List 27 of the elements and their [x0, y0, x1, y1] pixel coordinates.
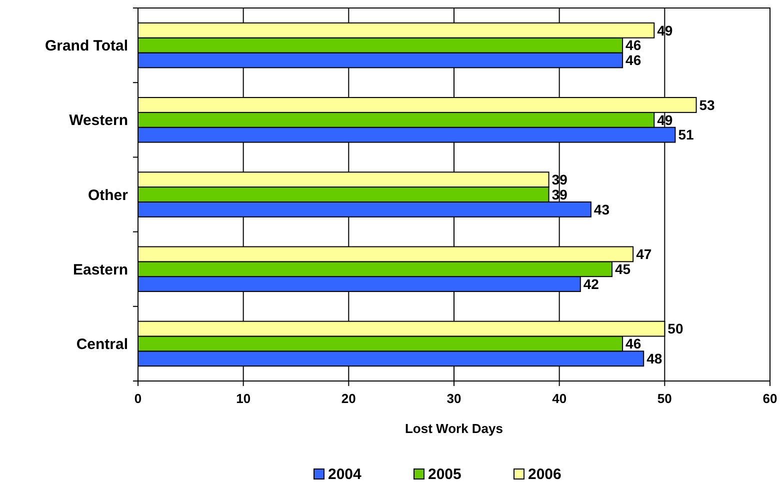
legend-label: 2005	[428, 466, 462, 483]
x-tick-label: 10	[236, 391, 251, 406]
data-label: 50	[668, 320, 684, 337]
x-tick-label: 30	[446, 391, 462, 406]
x-tick-label: 0	[134, 391, 142, 406]
legend-label: 2006	[528, 466, 562, 483]
y-tick-label: Eastern	[72, 261, 128, 278]
data-label: 45	[615, 261, 631, 277]
data-label: 46	[626, 52, 642, 68]
y-tick-label: Central	[76, 336, 128, 353]
x-tick-label: 60	[762, 391, 778, 406]
y-tick-label: Grand Total	[44, 38, 128, 55]
x-tick-label: 20	[341, 391, 356, 406]
x-tick-label: 40	[552, 391, 567, 406]
data-label: 46	[626, 336, 642, 352]
data-label: 42	[583, 276, 600, 292]
data-label: 43	[594, 201, 610, 218]
y-tick-label: Other	[88, 186, 128, 204]
data-label: 46	[626, 37, 642, 54]
x-axis-title: Lost Work Days	[404, 421, 504, 436]
data-label: 47	[636, 246, 652, 262]
data-label: 51	[678, 126, 694, 143]
data-label: 53	[699, 96, 716, 113]
y-tick-label: Western	[69, 112, 128, 130]
legend-label: 2004	[328, 466, 362, 483]
x-tick-label: 50	[657, 391, 672, 406]
data-label: 48	[646, 350, 662, 367]
